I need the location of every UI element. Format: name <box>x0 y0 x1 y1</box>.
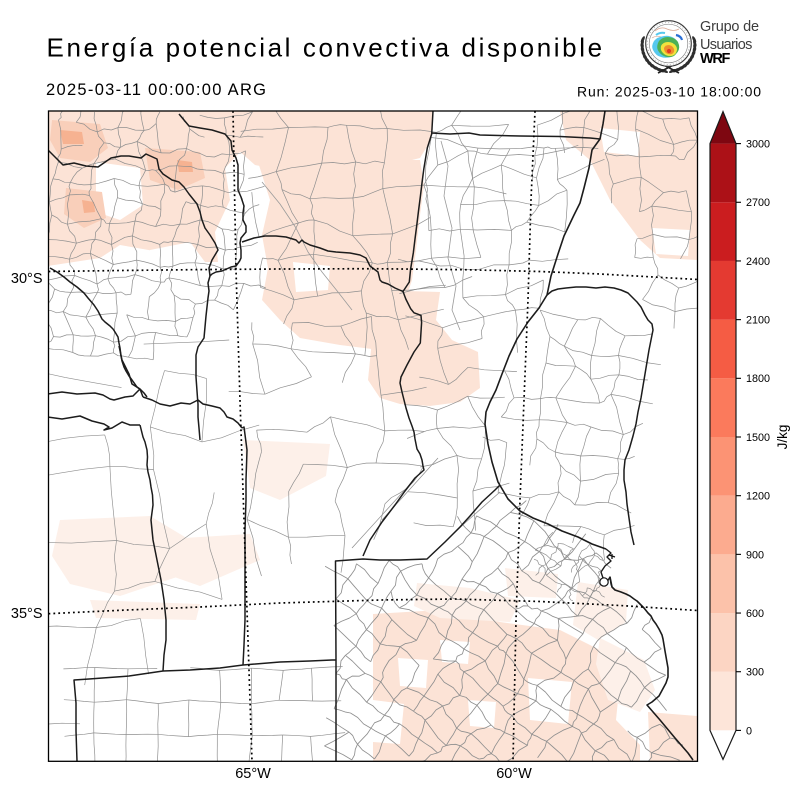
svg-text:1200: 1200 <box>746 491 770 503</box>
svg-text:60°W: 60°W <box>496 766 532 782</box>
svg-text:J/kg: J/kg <box>775 425 790 450</box>
svg-text:Run: 2025-03-10 18:00:00: Run: 2025-03-10 18:00:00 <box>577 83 762 99</box>
svg-text:300: 300 <box>746 667 764 679</box>
svg-text:Energía potencial convectiva d: Energía potencial convectiva disponible <box>47 33 605 63</box>
svg-text:2400: 2400 <box>746 256 770 268</box>
svg-text:2100: 2100 <box>746 315 770 327</box>
svg-text:2025-03-11 00:00:00 ARG: 2025-03-11 00:00:00 ARG <box>46 81 267 99</box>
svg-text:WRF: WRF <box>700 51 731 67</box>
svg-text:Grupo de: Grupo de <box>700 19 759 35</box>
svg-text:0: 0 <box>746 725 752 737</box>
svg-text:900: 900 <box>746 549 764 561</box>
svg-text:35°S: 35°S <box>11 606 43 622</box>
svg-text:3000: 3000 <box>746 139 770 151</box>
svg-text:600: 600 <box>746 608 764 620</box>
svg-text:65°W: 65°W <box>235 766 271 782</box>
svg-text:30°S: 30°S <box>11 271 43 287</box>
svg-text:1800: 1800 <box>746 373 770 385</box>
svg-text:1500: 1500 <box>746 432 770 444</box>
svg-text:Usuarios: Usuarios <box>700 37 752 53</box>
svg-text:2700: 2700 <box>746 197 770 209</box>
